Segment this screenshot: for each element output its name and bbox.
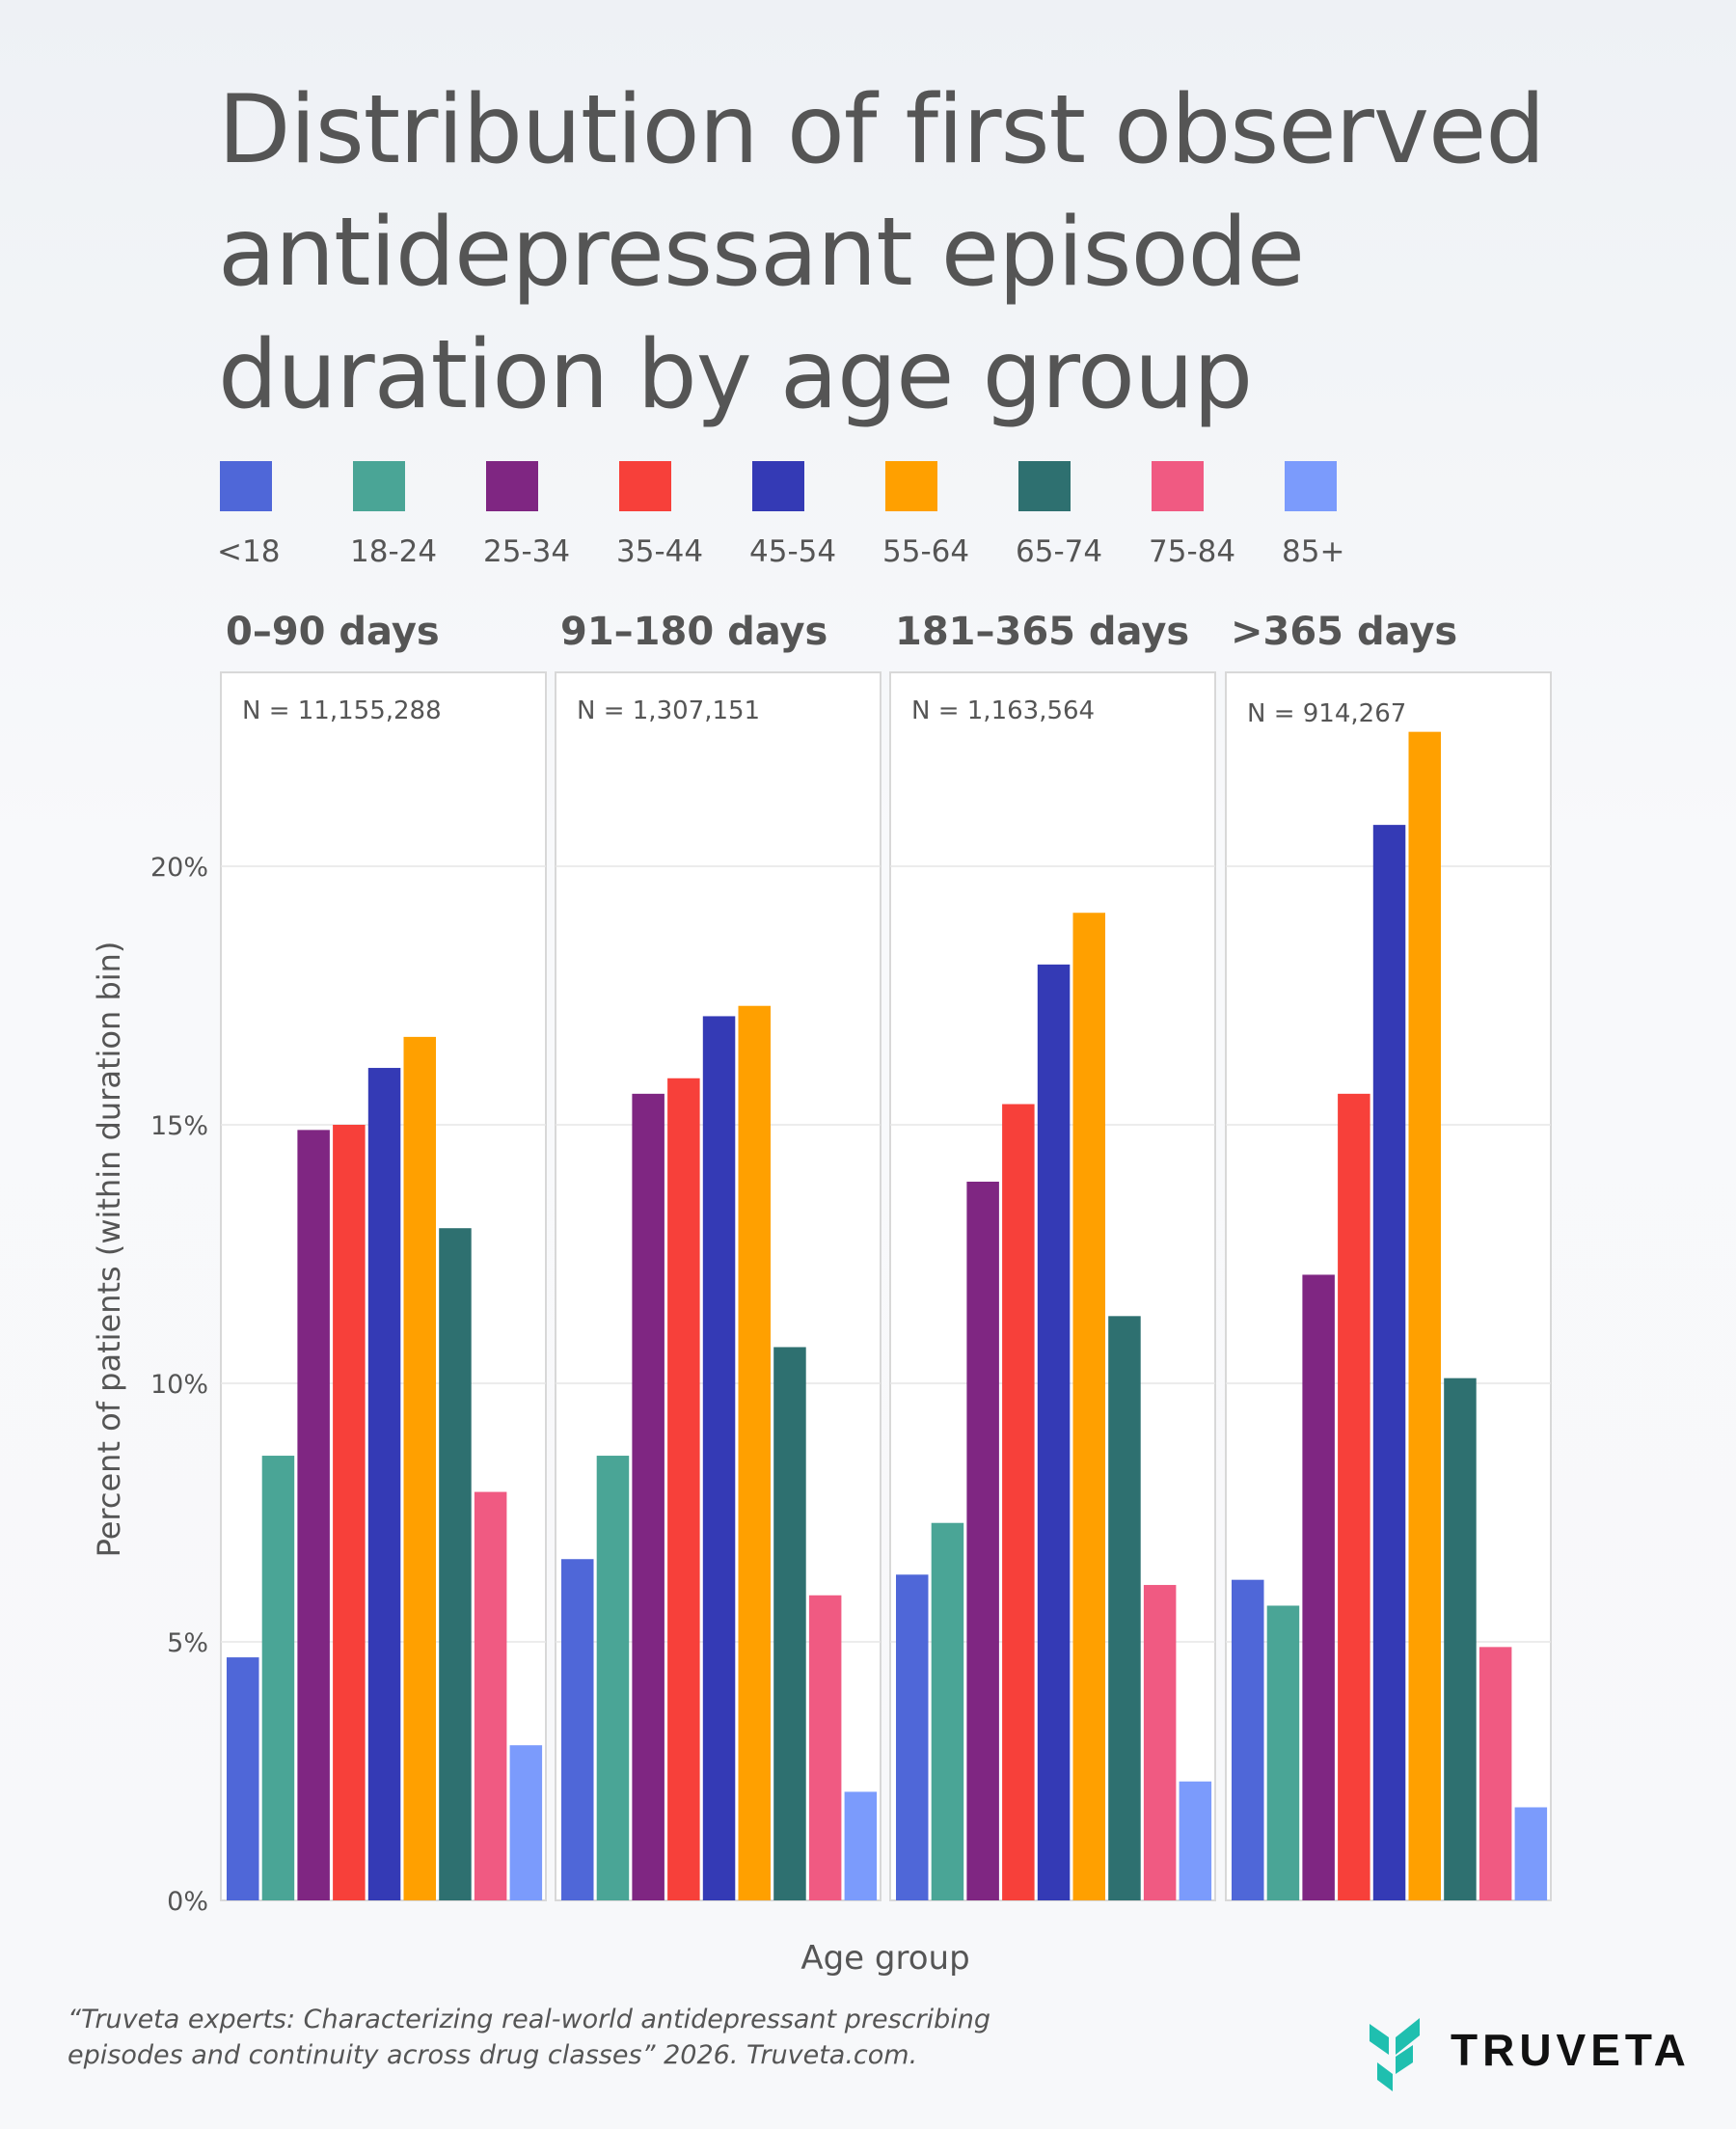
bar-<18: [227, 1657, 259, 1900]
legend-swatch: [1285, 461, 1337, 511]
bar-35-44: [1002, 1104, 1035, 1900]
y-tick-label: 10%: [150, 1370, 208, 1400]
facet-title: >365 days: [1231, 610, 1457, 654]
bar-18-24: [1266, 1605, 1300, 1900]
bar-75-84: [1143, 1585, 1177, 1900]
legend-label: 45-54: [749, 534, 837, 569]
bar-75-84: [1478, 1647, 1512, 1900]
legend-item: 45-54: [749, 461, 885, 569]
n-label: N = 1,307,151: [577, 696, 760, 725]
legend-item: 85+: [1282, 461, 1418, 569]
legend-item: 25-34: [483, 461, 619, 569]
legend: <18 18-24 25-34 35-44 45-54 55-64 65-74 75-84 85…: [217, 461, 1418, 569]
bar-<18: [1232, 1579, 1264, 1900]
legend-label: 75-84: [1149, 534, 1236, 569]
y-tick-label: 5%: [167, 1628, 208, 1658]
n-label: N = 1,163,564: [911, 696, 1095, 725]
facet-title: 181–365 days: [895, 610, 1189, 654]
logo-text: TRUVETA: [1451, 2025, 1691, 2075]
legend-label: 65-74: [1016, 534, 1103, 569]
legend-item: 75-84: [1149, 461, 1285, 569]
bar-25-34: [966, 1181, 999, 1900]
facet-title: 0–90 days: [226, 610, 440, 654]
bar-45-54: [1037, 964, 1071, 1900]
bar-25-34: [1302, 1274, 1335, 1900]
bar-35-44: [667, 1078, 700, 1900]
bar-65-74: [439, 1228, 472, 1900]
n-label: N = 11,155,288: [242, 696, 442, 725]
bar-65-74: [773, 1347, 806, 1900]
bar-<18: [561, 1559, 594, 1900]
bar-45-54: [1372, 825, 1406, 1900]
truveta-leaf-icon: [1370, 2018, 1420, 2091]
legend-item: 55-64: [882, 461, 1018, 569]
legend-item: <18: [217, 461, 353, 569]
bar-85+: [1514, 1807, 1548, 1900]
legend-swatch: [752, 461, 804, 511]
bar-75-84: [474, 1491, 507, 1900]
bar-<18: [896, 1574, 929, 1900]
bar-18-24: [596, 1456, 630, 1900]
facet-title: 91–180 days: [560, 610, 827, 654]
bar-75-84: [808, 1595, 842, 1900]
legend-item: 65-74: [1016, 461, 1152, 569]
legend-swatch: [619, 461, 671, 511]
bar-55-64: [738, 1005, 771, 1900]
legend-swatch: [1018, 461, 1071, 511]
legend-label: 35-44: [616, 534, 704, 569]
bar-65-74: [1108, 1316, 1141, 1900]
bar-35-44: [333, 1125, 366, 1900]
chart-title: Distribution of first observed antidepre…: [218, 75, 1545, 430]
bar-25-34: [297, 1130, 330, 1900]
truveta-logo: TRUVETA: [1370, 2006, 1691, 2093]
bar-45-54: [367, 1068, 401, 1900]
legend-label: <18: [217, 534, 281, 569]
bar-65-74: [1444, 1378, 1477, 1900]
legend-swatch: [486, 461, 538, 511]
bar-25-34: [632, 1093, 665, 1900]
legend-item: 18-24: [350, 461, 486, 569]
legend-label: 25-34: [483, 534, 571, 569]
legend-swatch: [353, 461, 405, 511]
legend-swatch: [220, 461, 272, 511]
bar-55-64: [403, 1036, 436, 1900]
bar-85+: [844, 1791, 878, 1900]
bar-45-54: [702, 1016, 736, 1900]
bar-85+: [509, 1745, 543, 1900]
legend-swatch: [885, 461, 937, 511]
x-axis-label: Age group: [800, 1939, 970, 1978]
legend-label: 18-24: [350, 534, 438, 569]
y-tick-label: 0%: [167, 1887, 208, 1917]
bar-18-24: [261, 1456, 295, 1900]
legend-label: 85+: [1282, 534, 1345, 569]
legend-label: 55-64: [882, 534, 970, 569]
citation-footer: “Truveta experts: Characterizing real-wo…: [68, 2005, 990, 2070]
y-tick-label: 15%: [150, 1111, 208, 1141]
bar-35-44: [1338, 1093, 1370, 1900]
legend-swatch: [1152, 461, 1204, 511]
bar-55-64: [1072, 913, 1105, 1900]
y-axis-label: Percent of patients (within duration bin…: [91, 941, 127, 1558]
bar-85+: [1179, 1781, 1212, 1900]
y-tick-label: 20%: [150, 853, 208, 883]
bar-55-64: [1408, 731, 1441, 1900]
bar-18-24: [931, 1522, 964, 1900]
legend-item: 35-44: [616, 461, 752, 569]
n-label: N = 914,267: [1247, 699, 1406, 728]
